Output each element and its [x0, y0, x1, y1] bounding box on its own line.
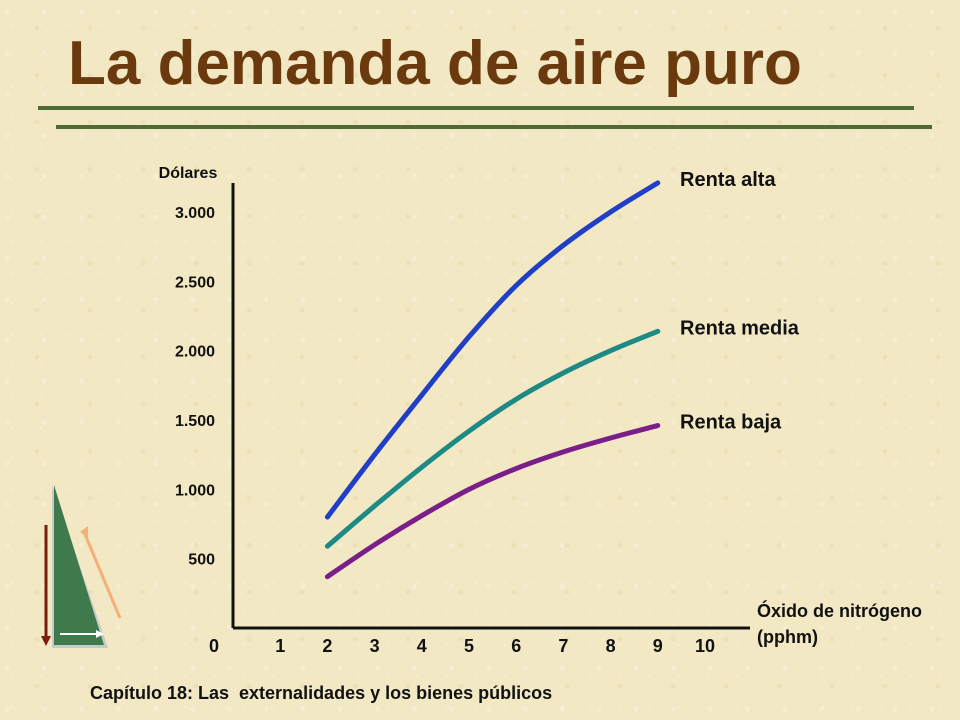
x-tick-label: 9	[653, 636, 663, 656]
footer-caption: Capítulo 18: Las externalidades y los bi…	[90, 683, 553, 703]
y-tick-label: 3.000	[175, 205, 215, 222]
diagonal-arrow-head-icon	[80, 526, 88, 538]
series-line-low-income	[324, 423, 661, 580]
x-tick-label: 1	[275, 636, 285, 656]
green-triangle-icon	[54, 485, 104, 645]
y-tick-label: 2.500	[175, 274, 215, 291]
x-axis-title-line: Óxido de nitrógeno	[757, 600, 922, 621]
x-tick-label: 0	[209, 636, 219, 656]
down-arrow-head-icon	[41, 636, 51, 646]
page-title: La demanda de aire puro	[68, 29, 802, 98]
y-axis-title: Dólares	[159, 165, 218, 182]
y-tick-label: 2.000	[175, 344, 215, 361]
x-tick-label: 2	[322, 636, 332, 656]
series-label-low-income: Renta baja	[680, 412, 782, 434]
x-tick-label: 5	[464, 636, 474, 656]
series-layer	[324, 180, 661, 580]
y-tick-label: 1.500	[175, 413, 215, 430]
x-axis-title-line: (pphm)	[757, 627, 818, 647]
title-underline-top	[38, 106, 914, 110]
x-tick-label: 6	[511, 636, 521, 656]
y-tick-label: 500	[188, 552, 215, 569]
right-arrow-head-icon	[96, 630, 104, 638]
x-tick-label: 8	[606, 636, 616, 656]
label-layer: Renta alta Renta media Renta baja	[680, 169, 800, 434]
demand-chart: 500 1.000 1.500 2.000 2.500 3.000 Dólares 0 1 2 3 4…	[159, 165, 922, 656]
series-line-high-income	[324, 180, 661, 520]
series-label-high-income: Renta alta	[680, 169, 776, 191]
series-line-medium-income	[324, 328, 661, 549]
title-underline-bottom	[56, 125, 932, 129]
x-tick-label: 7	[558, 636, 568, 656]
y-tick-label: 1.000	[175, 482, 215, 499]
navigation-decoration-icon	[41, 485, 122, 648]
x-tick-label: 4	[417, 636, 427, 656]
x-tick-label: 3	[370, 636, 380, 656]
x-tick-label: 10	[695, 636, 715, 656]
series-label-medium-income: Renta media	[680, 317, 800, 339]
diagonal-arrow-icon	[82, 531, 122, 619]
axis-layer: 500 1.000 1.500 2.000 2.500 3.000 Dólares 0 1 2 3 4…	[159, 165, 922, 656]
